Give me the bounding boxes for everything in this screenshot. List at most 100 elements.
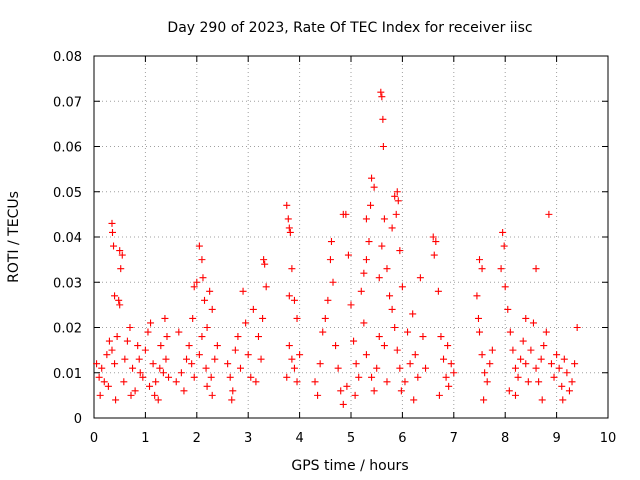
data-point bbox=[511, 364, 519, 372]
data-point bbox=[522, 314, 530, 322]
data-point bbox=[151, 391, 159, 399]
data-point bbox=[257, 355, 265, 363]
data-point bbox=[362, 215, 370, 223]
data-point bbox=[419, 333, 427, 341]
data-point bbox=[375, 274, 383, 282]
grid-lines bbox=[94, 56, 608, 418]
data-point bbox=[201, 296, 209, 304]
data-point bbox=[434, 287, 442, 295]
data-point bbox=[118, 251, 126, 259]
data-point bbox=[163, 333, 171, 341]
data-point bbox=[290, 364, 298, 372]
data-point bbox=[394, 197, 402, 205]
data-point bbox=[144, 328, 152, 336]
data-point bbox=[504, 305, 512, 313]
data-point bbox=[360, 319, 368, 327]
data-point bbox=[367, 201, 375, 209]
data-point bbox=[247, 373, 255, 381]
data-point bbox=[113, 333, 121, 341]
data-point bbox=[162, 355, 170, 363]
data-point bbox=[524, 378, 532, 386]
data-point bbox=[203, 382, 211, 390]
data-point bbox=[558, 382, 566, 390]
data-point bbox=[383, 265, 391, 273]
data-point bbox=[110, 242, 118, 250]
data-point bbox=[226, 373, 234, 381]
data-point bbox=[123, 337, 131, 345]
data-point bbox=[115, 296, 123, 304]
data-point bbox=[131, 387, 139, 395]
data-point bbox=[545, 210, 553, 218]
data-point bbox=[185, 342, 193, 350]
data-point bbox=[379, 143, 387, 150]
data-point bbox=[262, 283, 270, 291]
x-tick-label: 0 bbox=[90, 431, 98, 446]
data-point bbox=[391, 192, 399, 200]
data-point bbox=[342, 210, 350, 218]
data-point bbox=[481, 369, 489, 377]
data-point bbox=[447, 360, 455, 368]
data-point bbox=[388, 224, 396, 232]
data-point bbox=[378, 242, 386, 250]
data-point bbox=[208, 391, 216, 399]
data-point bbox=[540, 342, 548, 350]
data-point bbox=[440, 355, 448, 363]
data-point bbox=[198, 333, 206, 341]
data-point bbox=[486, 360, 494, 368]
data-point bbox=[422, 364, 430, 372]
data-point bbox=[555, 364, 563, 372]
data-point bbox=[293, 378, 301, 386]
x-tick-label: 9 bbox=[552, 431, 560, 446]
data-point bbox=[147, 319, 155, 327]
data-point bbox=[254, 333, 262, 341]
data-point bbox=[537, 355, 545, 363]
data-point bbox=[357, 287, 365, 295]
data-point bbox=[375, 333, 383, 341]
x-tick-label: 4 bbox=[295, 431, 303, 446]
x-tick-label: 2 bbox=[193, 431, 201, 446]
data-point bbox=[483, 378, 491, 386]
data-point bbox=[386, 292, 394, 300]
data-point bbox=[430, 251, 438, 259]
data-point bbox=[288, 265, 296, 273]
y-tick-label: 0.06 bbox=[53, 141, 82, 156]
data-point bbox=[111, 292, 119, 300]
data-point bbox=[505, 387, 513, 395]
data-point bbox=[432, 238, 440, 246]
data-point bbox=[111, 360, 119, 368]
data-point bbox=[244, 351, 252, 359]
data-point bbox=[332, 342, 340, 350]
data-point bbox=[134, 342, 142, 350]
data-point bbox=[175, 328, 183, 336]
x-tick-label: 1 bbox=[141, 431, 149, 446]
data-point bbox=[343, 382, 351, 390]
y-tick-label: 0.05 bbox=[53, 186, 82, 201]
y-tick-label: 0.01 bbox=[53, 367, 82, 382]
x-tick-label: 6 bbox=[398, 431, 406, 446]
data-point bbox=[392, 210, 400, 218]
data-point bbox=[284, 215, 292, 223]
data-point bbox=[259, 314, 267, 322]
data-point bbox=[339, 400, 347, 408]
data-point bbox=[234, 333, 242, 341]
data-point bbox=[199, 274, 207, 282]
data-point bbox=[103, 351, 111, 359]
data-point bbox=[195, 242, 203, 250]
data-point bbox=[383, 378, 391, 386]
data-point bbox=[208, 305, 216, 313]
data-point bbox=[559, 396, 567, 404]
x-tick-label: 7 bbox=[450, 431, 458, 446]
data-point bbox=[473, 292, 481, 300]
data-point bbox=[109, 228, 117, 236]
data-point bbox=[211, 355, 219, 363]
data-point bbox=[242, 319, 250, 327]
data-point bbox=[360, 269, 368, 277]
data-point bbox=[396, 364, 404, 372]
data-point bbox=[252, 378, 260, 386]
data-point bbox=[416, 274, 424, 282]
data-point bbox=[127, 391, 135, 399]
data-point bbox=[565, 387, 573, 395]
data-point bbox=[509, 346, 517, 354]
data-point bbox=[532, 364, 540, 372]
data-point bbox=[350, 337, 358, 345]
